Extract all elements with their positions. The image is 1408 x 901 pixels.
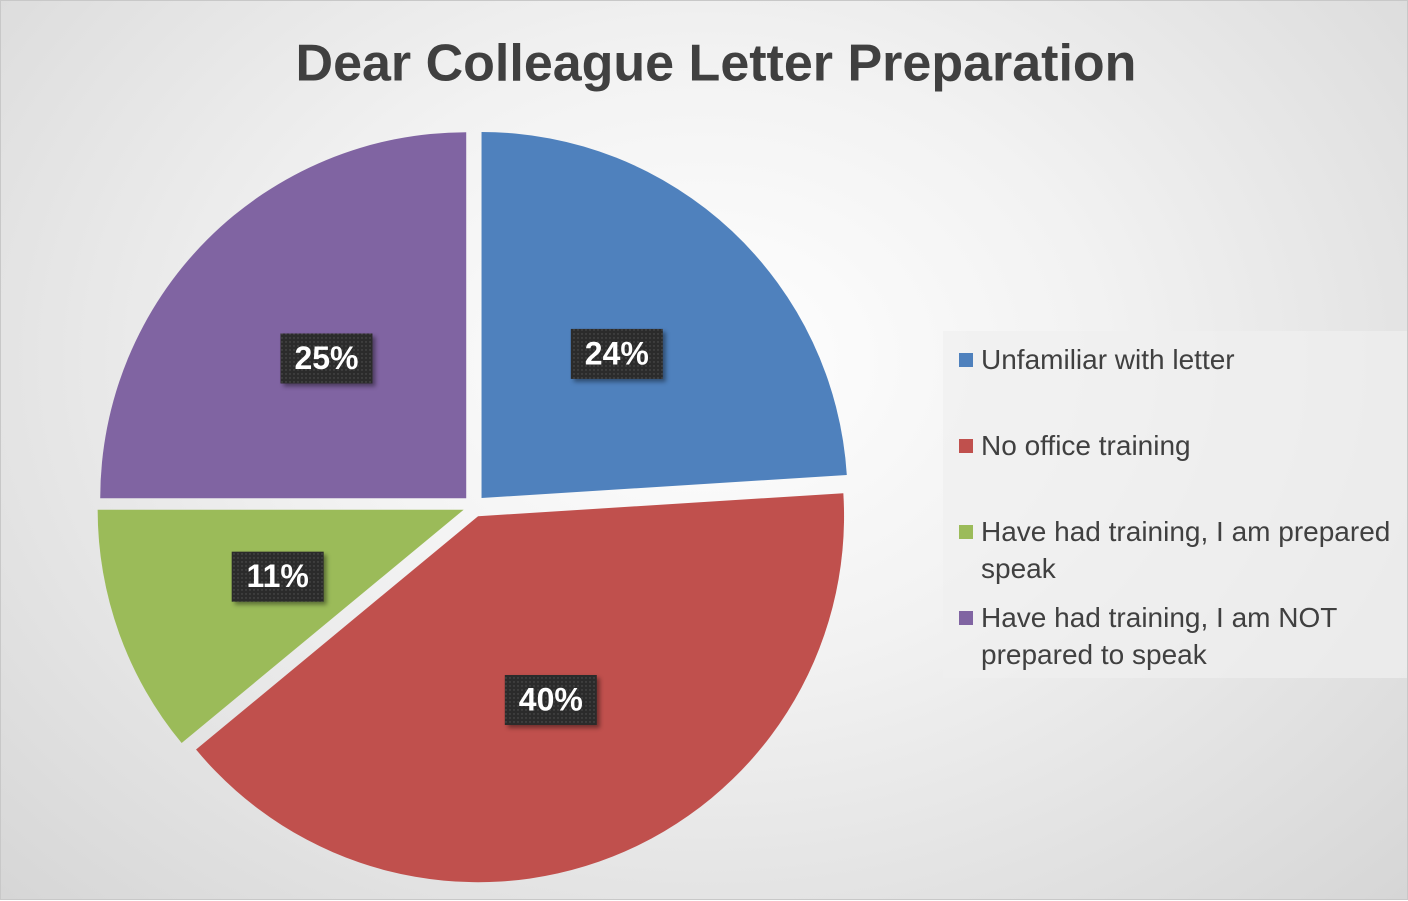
- pie-slice: [97, 509, 464, 744]
- pie-slice: [481, 131, 847, 498]
- data-label-box: [231, 551, 324, 602]
- data-label: 24%: [585, 335, 649, 371]
- legend-swatch: [959, 439, 973, 453]
- pie-slice: [100, 132, 467, 499]
- legend: Unfamiliar with letter No office training…: [943, 331, 1407, 678]
- chart-title: Dear Colleague Letter Preparation: [296, 35, 1137, 93]
- data-label-box: [570, 328, 663, 379]
- legend-label: Have had training, I am NOT prepared to …: [981, 602, 1337, 670]
- data-label-box: [280, 333, 373, 384]
- legend-entry: Have had training, I am NOT prepared to …: [959, 599, 1397, 685]
- data-label: 25%: [294, 340, 358, 376]
- legend-label: No office training: [981, 430, 1191, 461]
- legend-entry: Unfamiliar with letter: [959, 341, 1397, 427]
- legend-entry: No office training: [959, 427, 1397, 513]
- legend-label: Unfamiliar with letter: [981, 344, 1235, 375]
- legend-entry: Have had training, I am prepared speak: [959, 513, 1397, 599]
- legend-swatch: [959, 525, 973, 539]
- legend-swatch: [959, 611, 973, 625]
- data-label: 11%: [247, 558, 309, 594]
- data-label-box: [504, 674, 597, 725]
- legend-swatch: [959, 353, 973, 367]
- legend-label: Have had training, I am prepared speak: [981, 516, 1391, 584]
- data-label: 40%: [519, 681, 583, 717]
